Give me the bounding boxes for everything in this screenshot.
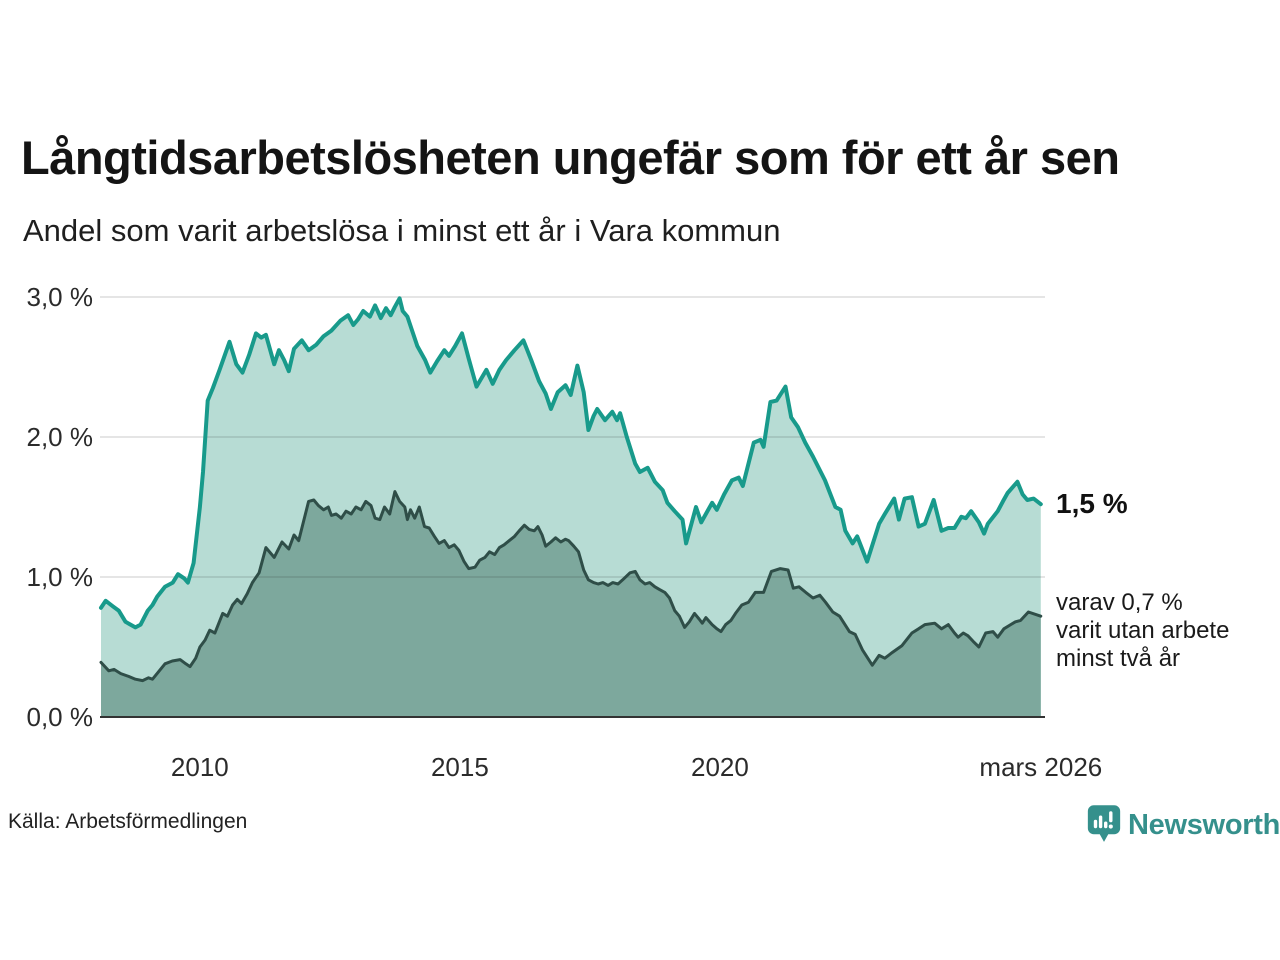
page-title: Långtidsarbetslösheten ungefär som för e… bbox=[21, 131, 1120, 184]
x-axis-label-3: mars 2026 bbox=[979, 752, 1103, 782]
series-line-minst-tva-ar bbox=[99, 490, 1043, 683]
subset-label-line-1: varav 0,7 % bbox=[1056, 589, 1183, 616]
y-axis-label-2: 1,0 % bbox=[26, 562, 94, 592]
y-axis-label-0: 3,0 % bbox=[26, 282, 94, 312]
logo-exclamation-dot bbox=[1108, 824, 1113, 829]
series-line-minst-ett-ar bbox=[99, 296, 1043, 630]
x-axis-label-2: 2020 bbox=[691, 752, 749, 782]
y-axis-label-3: 0,0 % bbox=[26, 702, 94, 732]
logo-bar-1 bbox=[1093, 819, 1098, 829]
newsworthy-logo-icon bbox=[1087, 805, 1121, 842]
brand-logo[interactable]: Newsworthy bbox=[1087, 804, 1280, 848]
logo-bar-3 bbox=[1104, 821, 1108, 829]
series-fill-minst-tva-ar bbox=[101, 491, 1041, 717]
x-axis-label-0: 2010 bbox=[170, 752, 229, 782]
page-subtitle: Andel som varit arbetslösa i minst ett å… bbox=[23, 213, 781, 248]
logo-exclamation-bar bbox=[1109, 811, 1113, 823]
brand-wordmark: Newsworthy bbox=[1128, 809, 1280, 841]
y-axis-label-1: 2,0 % bbox=[26, 422, 94, 452]
source-note: Källa: Arbetsförmedlingen bbox=[8, 810, 248, 833]
logo-bar-2 bbox=[1098, 815, 1103, 829]
subset-label-line-3: minst två år bbox=[1056, 645, 1181, 672]
x-axis-label-1: 2015 bbox=[430, 752, 489, 782]
subset-label-line-2: varit utan arbete bbox=[1056, 617, 1230, 644]
end-value-label-total: 1,5 % bbox=[1056, 488, 1128, 519]
end-value-label-subset: varav 0,7 % varit utan arbete minst två … bbox=[1056, 589, 1276, 673]
